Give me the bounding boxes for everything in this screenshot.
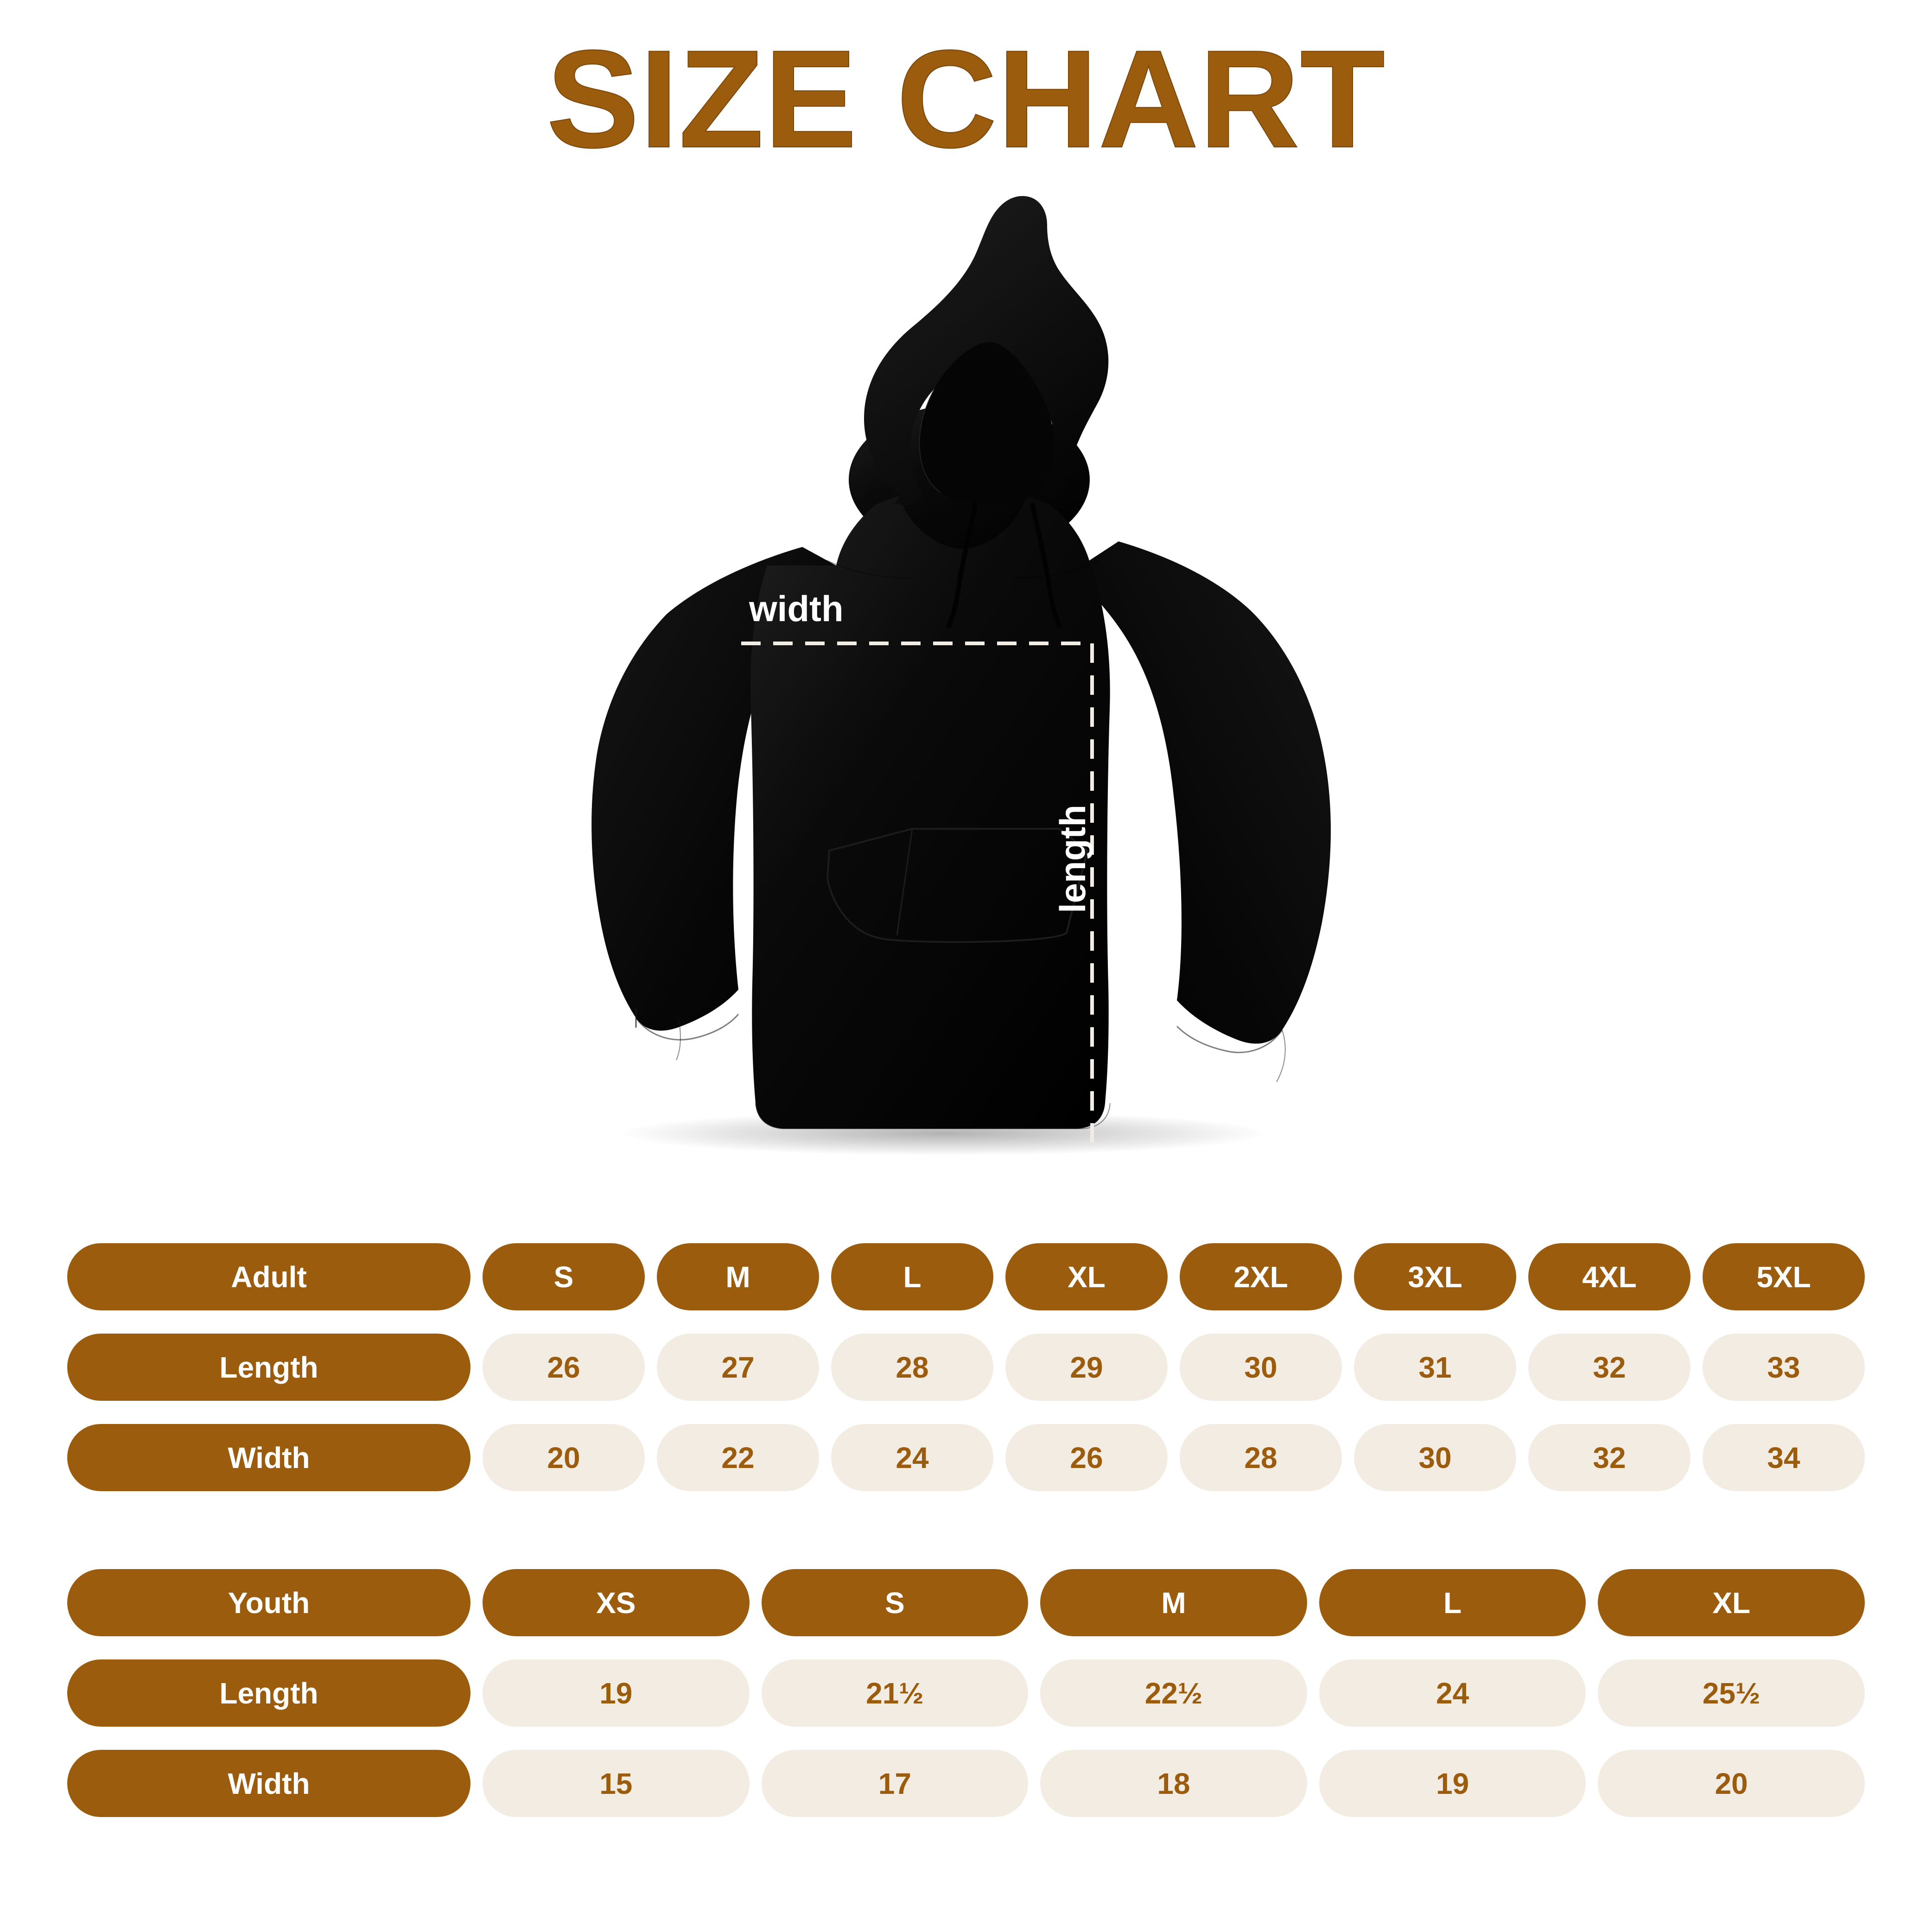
svg-text:width: width: [749, 588, 844, 629]
svg-text:length: length: [1052, 805, 1093, 913]
